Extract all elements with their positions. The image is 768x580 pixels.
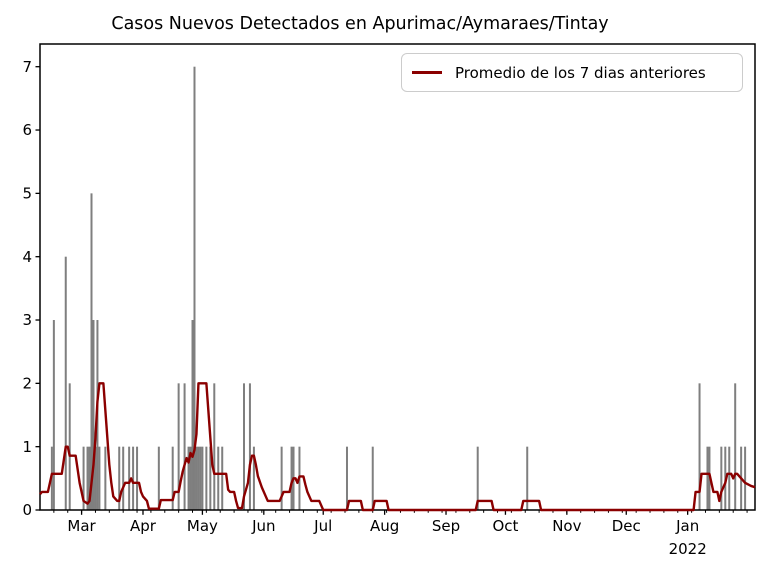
daily-cases-bar [205, 446, 208, 510]
daily-cases-bar [252, 446, 255, 510]
daily-cases-bar [98, 446, 101, 510]
daily-cases-bar [526, 446, 529, 510]
daily-cases-bar [698, 383, 701, 510]
chart-title: Casos Nuevos Detectados en Apurimac/Ayma… [111, 14, 609, 34]
seven-day-average-line [39, 382, 756, 512]
y-tick-label: 6 [22, 121, 32, 139]
daily-cases-bar [86, 446, 89, 510]
legend-line-swatch [412, 71, 442, 74]
daily-cases-bar [201, 446, 204, 510]
daily-cases-bar [191, 320, 194, 510]
x-tick-label: Jul [313, 517, 332, 535]
x-tick-label: Aug [370, 517, 399, 535]
x-tick-label: Jan [675, 517, 699, 535]
daily-cases-bar [136, 446, 139, 510]
y-tick-label: 4 [22, 248, 32, 266]
daily-cases-bar [171, 446, 174, 510]
daily-cases-bar [193, 66, 196, 510]
x-tick-label: Apr [130, 517, 157, 535]
daily-cases-bar [52, 320, 55, 510]
daily-cases-bar [199, 446, 202, 510]
y-tick-label: 0 [22, 501, 32, 519]
daily-cases-bar [195, 446, 198, 510]
daily-cases-bar [128, 446, 131, 510]
daily-cases-bar [64, 256, 67, 510]
daily-cases-bar [104, 446, 107, 510]
daily-cases-bar [189, 446, 192, 510]
x-tick-label: Dec [612, 517, 641, 535]
legend: Promedio de los 7 dias anteriores [401, 53, 743, 92]
daily-cases-bar [706, 446, 709, 510]
daily-cases-bars [50, 66, 747, 511]
daily-cases-bar [217, 446, 220, 510]
daily-cases-bar [157, 446, 160, 510]
y-tick-label: 7 [22, 58, 32, 76]
x-tick-label: Jun [251, 517, 275, 535]
year-label: 2022 [669, 540, 707, 558]
daily-cases-bar [728, 446, 731, 510]
daily-cases-bar [371, 446, 374, 510]
daily-cases-bar [734, 383, 737, 510]
daily-cases-bar [90, 193, 93, 511]
daily-cases-bar [118, 446, 121, 510]
y-tick-label: 5 [22, 185, 32, 203]
legend-label: Promedio de los 7 dias anteriores [455, 63, 706, 82]
y-tick-label: 1 [22, 438, 32, 456]
daily-cases-bar [187, 446, 190, 510]
daily-cases-bar [345, 446, 348, 510]
daily-cases-bar [209, 446, 212, 510]
x-tick-label: Sep [432, 517, 460, 535]
axes-frame [39, 43, 756, 511]
x-tick-label: May [187, 517, 218, 535]
daily-cases-bar [280, 446, 283, 510]
y-tick-label: 2 [22, 375, 32, 393]
x-axis-ticks: Mar Apr May Jun Jul Aug Sep Oct Nov Dec Jan 2022 [67, 510, 707, 558]
daily-cases-bar [68, 383, 71, 510]
x-tick-label: Oct [492, 517, 518, 535]
daily-cases-bar [82, 446, 85, 510]
x-tick-label: Mar [67, 517, 96, 535]
daily-cases-bar [94, 446, 97, 510]
daily-cases-bar [476, 446, 479, 510]
y-axis-ticks: 0 1 2 3 4 5 6 7 [22, 58, 40, 519]
daily-cases-bar [248, 383, 251, 510]
x-tick-label: Nov [552, 517, 581, 535]
daily-cases-bar [290, 446, 293, 510]
daily-cases-bar [720, 446, 723, 510]
daily-cases-bar [177, 383, 180, 510]
daily-cases-bar [197, 446, 200, 510]
daily-cases-bar [183, 383, 186, 510]
daily-cases-bar [122, 446, 125, 510]
daily-cases-bar [132, 446, 135, 510]
daily-cases-bar [221, 446, 224, 510]
daily-cases-bar [243, 383, 245, 510]
daily-cases-bar [213, 383, 216, 510]
daily-cases-bar [88, 446, 91, 510]
daily-cases-bar [744, 446, 747, 510]
daily-cases-bar [92, 320, 95, 510]
y-tick-label: 3 [22, 311, 32, 329]
